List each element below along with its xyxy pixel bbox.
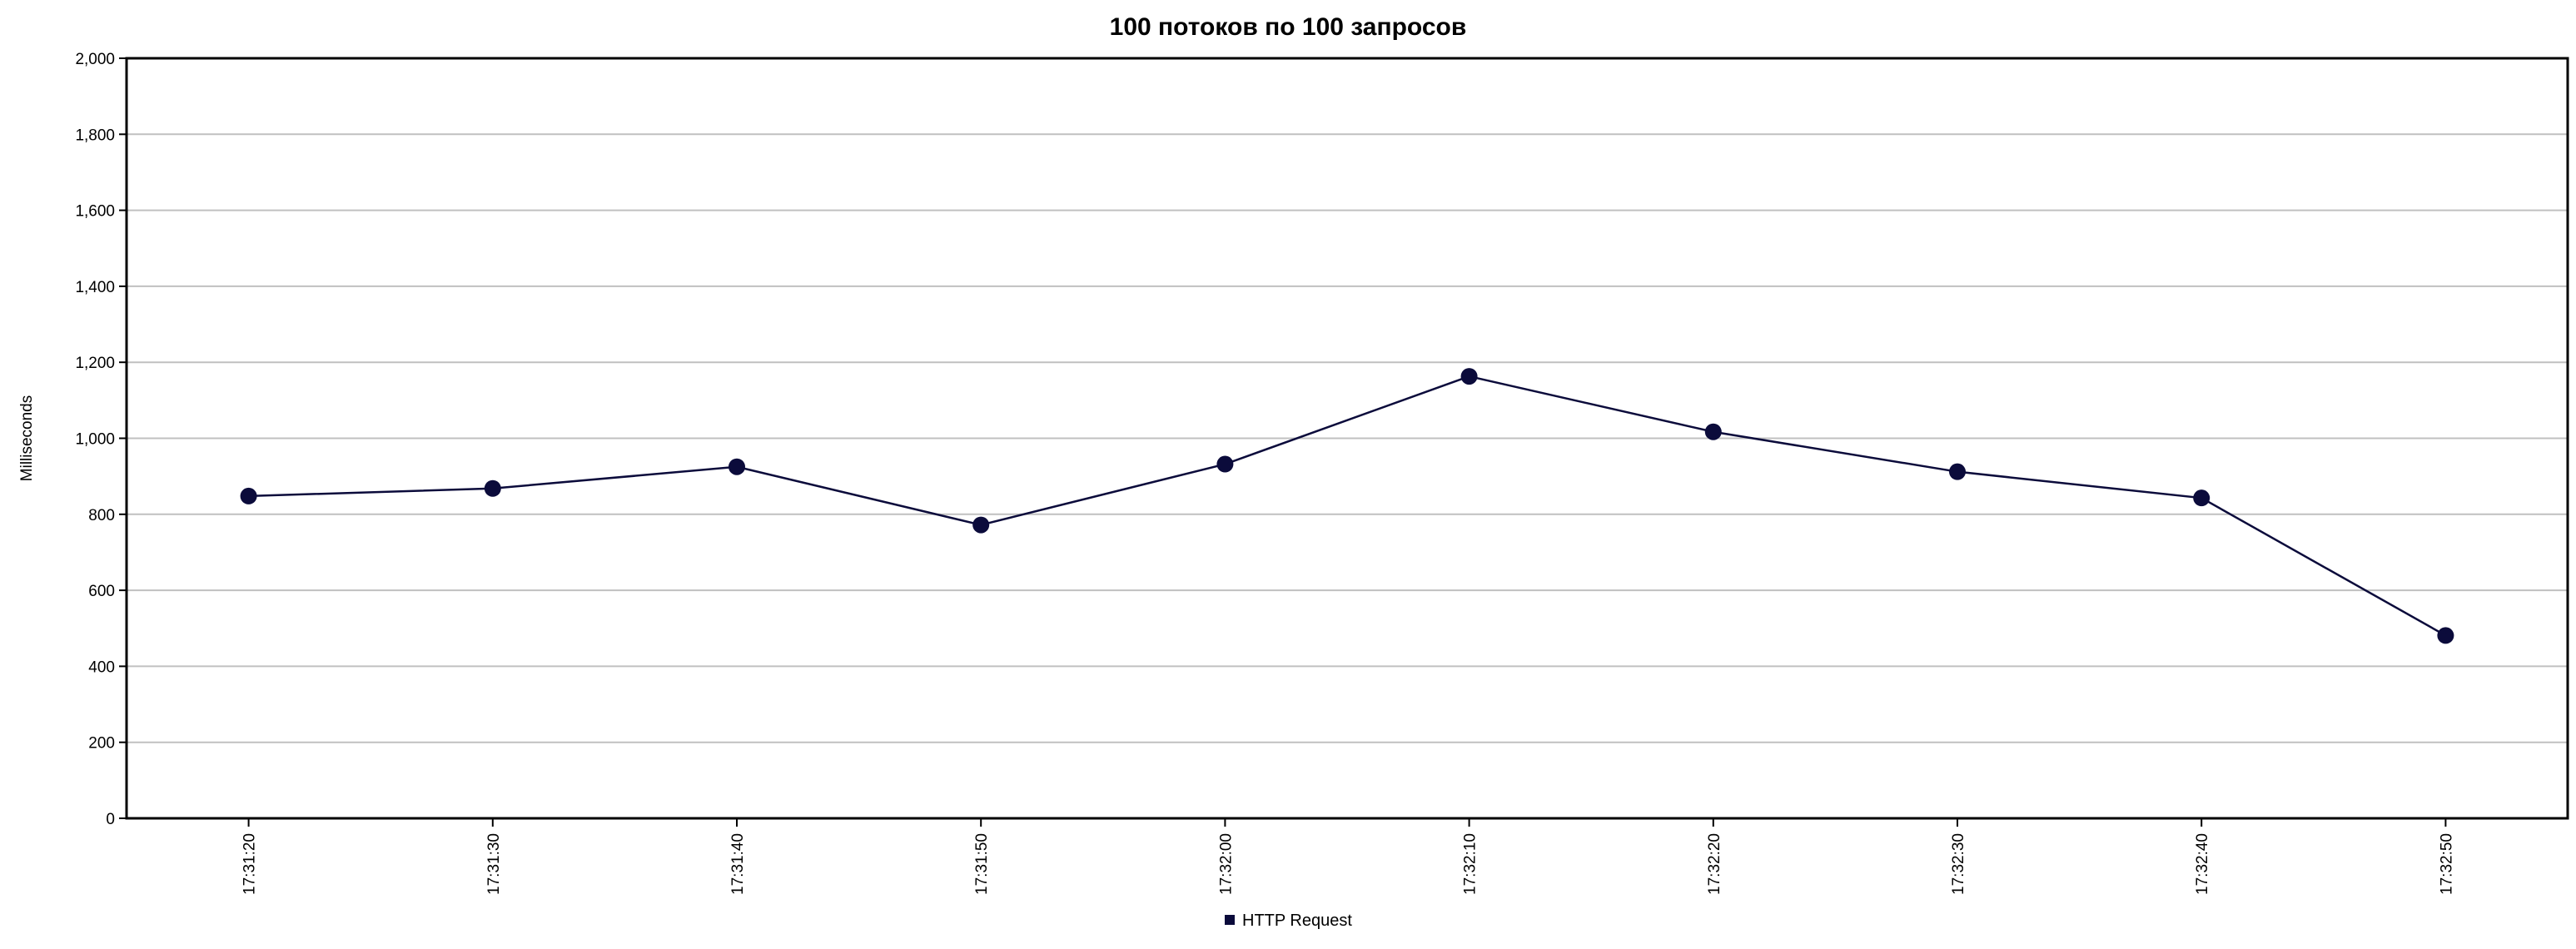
y-tick-label: 1,400 (75, 279, 115, 296)
chart-title: 100 потоков по 100 запросов (1110, 13, 1467, 41)
x-tick-label: 17:32:10 (1462, 833, 1479, 895)
data-point (2193, 489, 2210, 507)
data-point (1704, 423, 1722, 440)
y-tick-label: 2,000 (75, 51, 115, 68)
gridlines (127, 133, 2568, 743)
legend: HTTP Request (1225, 912, 1352, 930)
x-tick-label: 17:31:50 (973, 833, 991, 895)
y-axis: 0 200 400 600 800 1,000 1,200 1,400 1,600 1,800 2,… (75, 51, 127, 828)
legend-label-http-request: HTTP Request (1242, 912, 1352, 930)
legend-swatch-http-request (1225, 915, 1235, 925)
y-tick-label: 1,800 (75, 127, 115, 144)
series-http-request (240, 368, 2454, 644)
data-point (484, 479, 501, 497)
y-tick-label: 800 (88, 507, 115, 524)
data-point (729, 458, 745, 475)
x-tick-label: 17:32:30 (1950, 833, 1967, 895)
y-tick-label: 1,600 (75, 203, 115, 221)
x-tick-label: 17:32:50 (2438, 833, 2455, 895)
x-tick-label: 17:31:20 (241, 833, 259, 895)
data-point (1949, 463, 1966, 480)
x-tick-label: 17:31:30 (485, 833, 503, 895)
x-tick-label: 17:32:40 (2194, 833, 2211, 895)
data-point (1216, 455, 1234, 473)
y-axis-label: Milliseconds (18, 395, 36, 481)
y-tick-label: 1,000 (75, 431, 115, 449)
y-tick-label: 1,200 (75, 355, 115, 372)
data-point (240, 487, 257, 504)
x-tick-label: 17:32:20 (1706, 833, 1723, 895)
y-tick-label: 200 (88, 735, 115, 753)
x-axis: 17:31:20 17:31:30 17:31:40 17:31:50 17:32:00… (241, 818, 2455, 895)
data-point (1460, 368, 1478, 385)
x-tick-label: 17:32:00 (1217, 833, 1235, 895)
data-point (2437, 627, 2454, 644)
data-point (972, 516, 990, 534)
series-line (248, 375, 2447, 637)
y-tick-label: 400 (88, 658, 115, 676)
x-tick-label: 17:31:40 (729, 833, 747, 895)
y-tick-label: 600 (88, 583, 115, 600)
y-tick-label: 0 (106, 811, 115, 828)
